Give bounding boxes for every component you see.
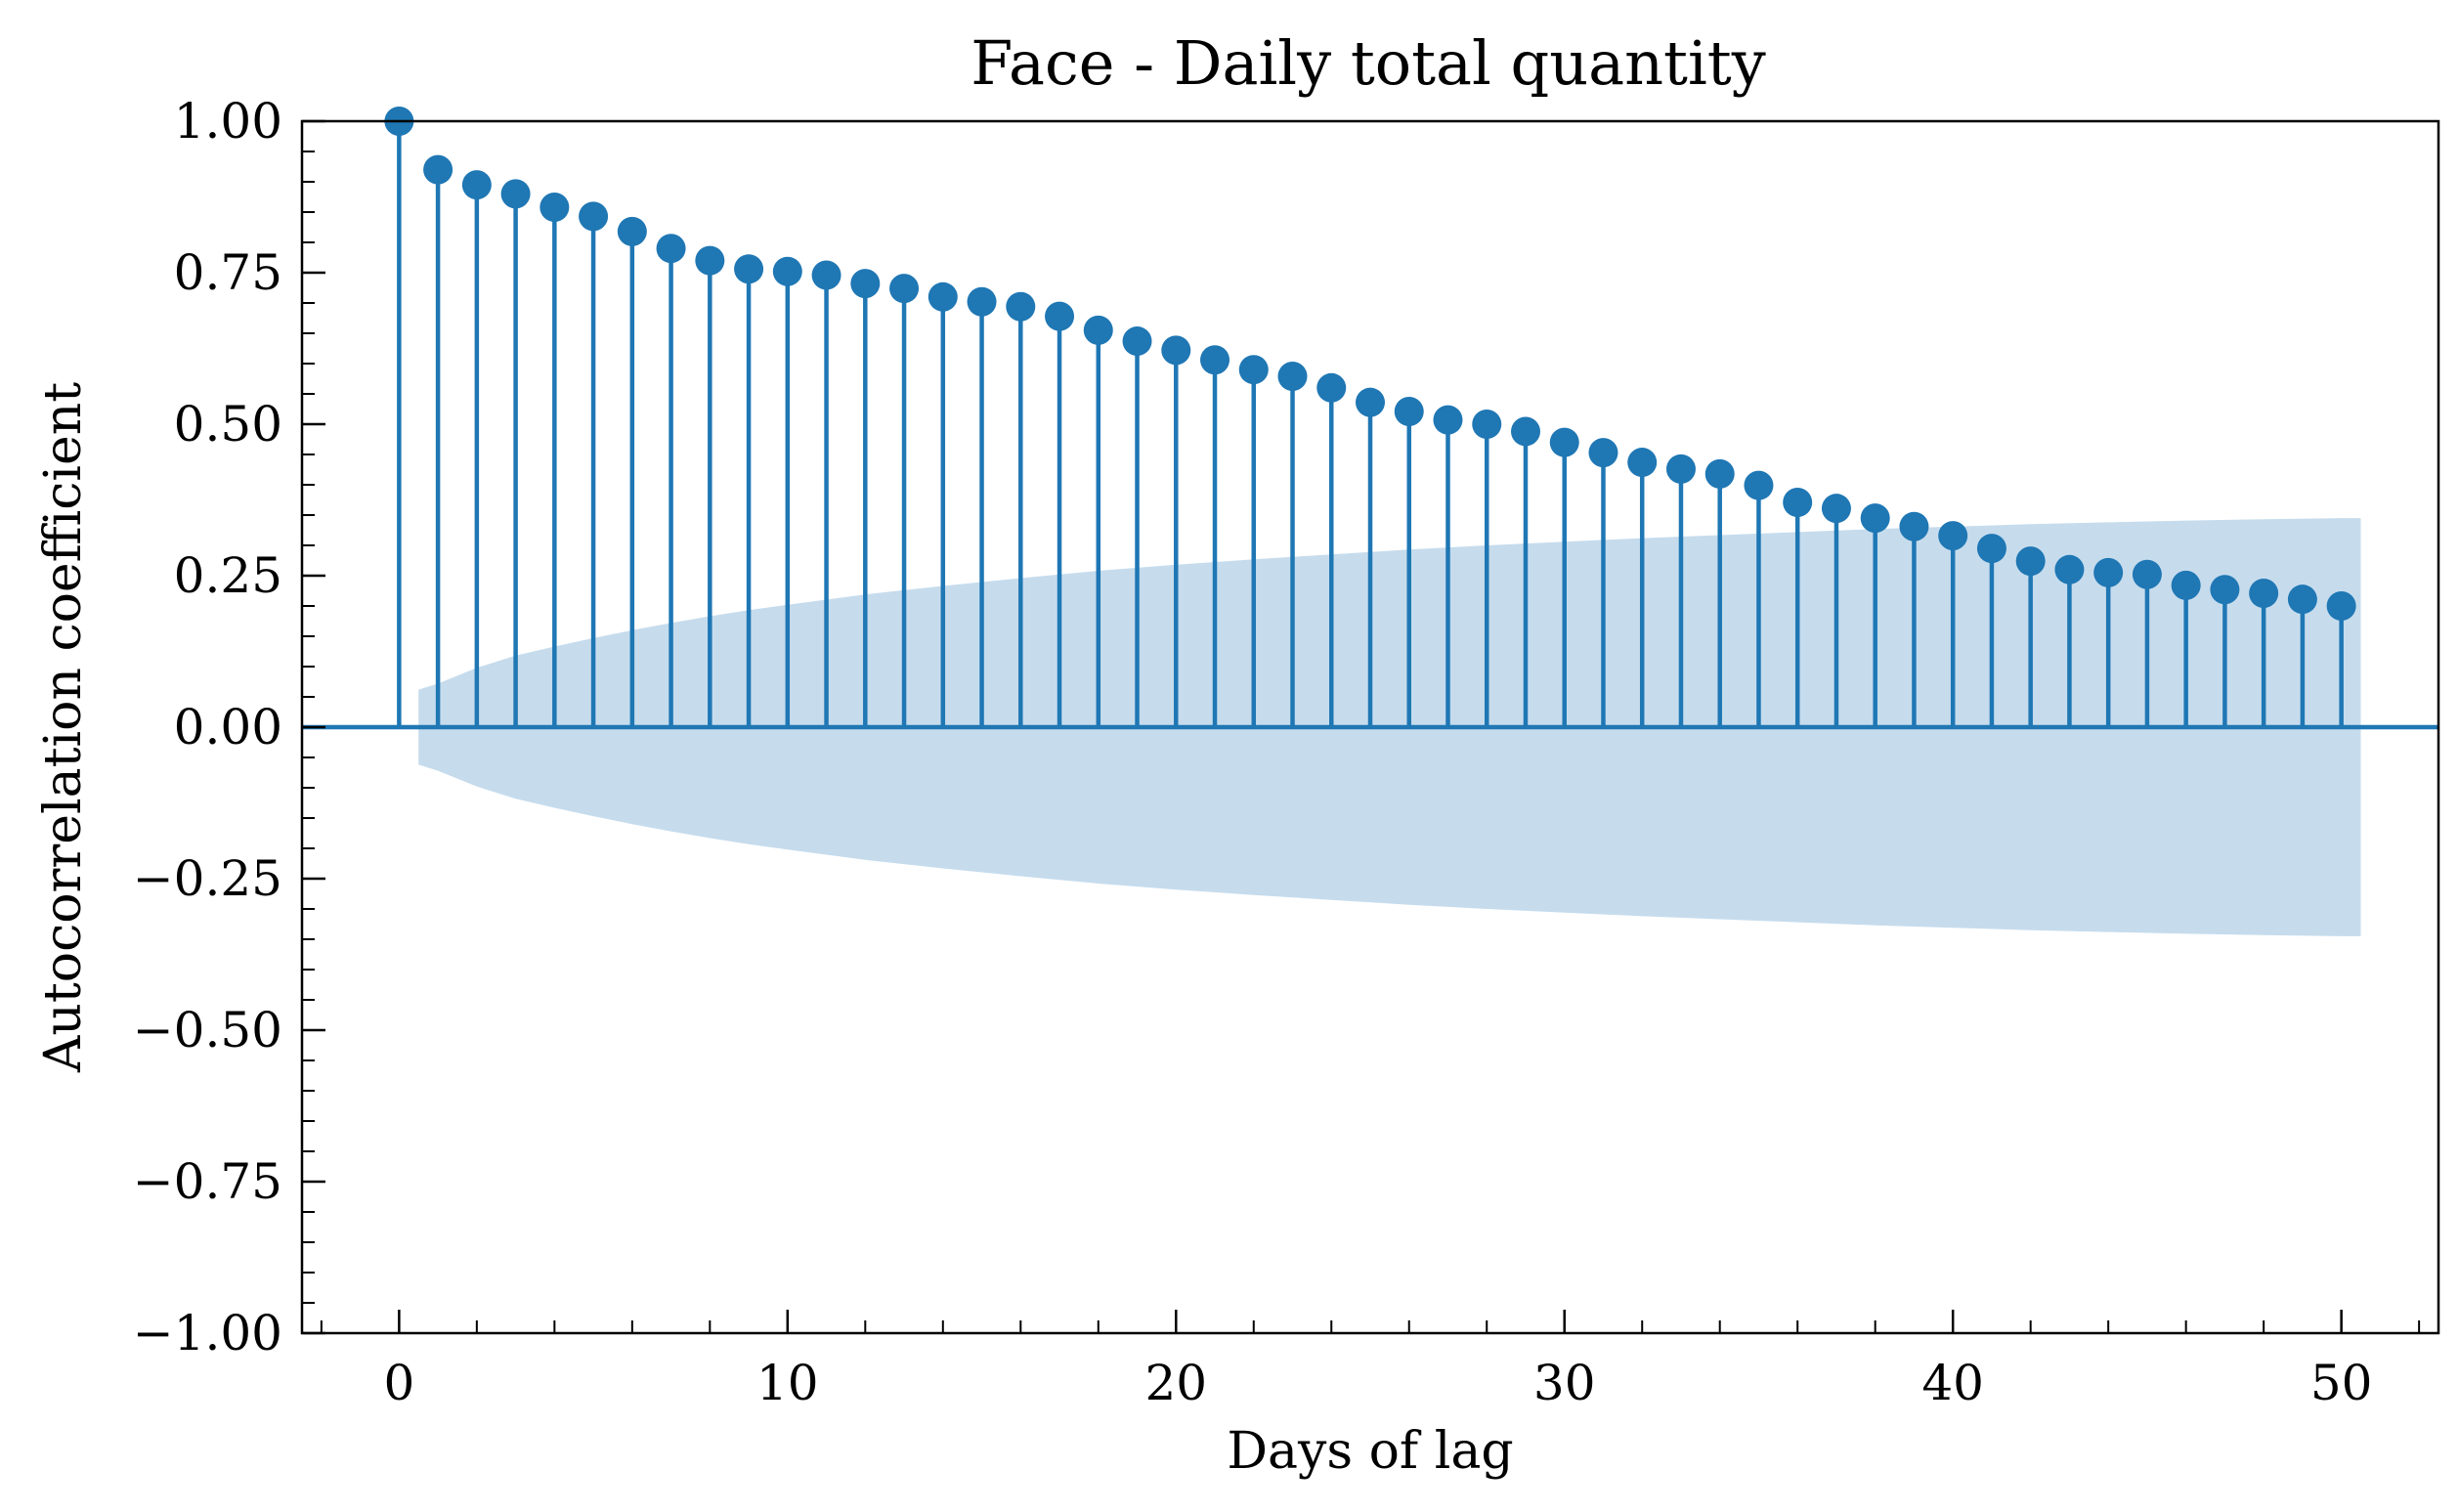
stem-marker-lag-38: [1860, 503, 1890, 534]
stem-marker-lag-27: [1433, 405, 1463, 435]
y-tick-label--0.5: −0.50: [133, 1002, 282, 1058]
stem-marker-lag-35: [1744, 470, 1774, 500]
stem-marker-lag-36: [1783, 487, 1813, 517]
stem-marker-lag-47: [2210, 575, 2240, 605]
y-tick-label-0: 0.00: [174, 699, 282, 756]
stem-marker-lag-23: [1277, 362, 1308, 392]
stem-marker-lag-22: [1238, 355, 1269, 385]
stem-marker-lag-31: [1588, 438, 1618, 468]
stem-marker-lag-11: [811, 260, 841, 290]
x-tick-label-10: 10: [756, 1355, 819, 1411]
stem-marker-lag-7: [656, 234, 686, 264]
stem-marker-lag-26: [1394, 396, 1424, 426]
stem-marker-lag-4: [539, 193, 570, 223]
stem-marker-lag-1: [423, 154, 453, 185]
stem-marker-lag-28: [1472, 410, 1502, 439]
y-tick-label-1: 1.00: [174, 93, 282, 150]
stem-marker-lag-12: [850, 269, 881, 299]
stem-marker-lag-13: [889, 274, 920, 304]
stem-marker-lag-34: [1704, 458, 1735, 489]
stem-marker-lag-49: [2287, 584, 2317, 615]
plot-area: [302, 107, 2438, 936]
stem-marker-lag-43: [2054, 554, 2085, 584]
stem-marker-lag-45: [2132, 559, 2162, 589]
stem-marker-lag-10: [772, 256, 802, 286]
stem-marker-lag-21: [1200, 345, 1230, 375]
stem-marker-lag-48: [2249, 578, 2279, 608]
stem-marker-lag-19: [1122, 326, 1152, 357]
stem-marker-lag-29: [1510, 416, 1540, 447]
stem-marker-lag-40: [1938, 521, 1968, 551]
axis-ticks: 0 10 20 30 40 50 1.00 0.75 0.50 0.25 0.00 −0.25 −0.5…: [133, 93, 2421, 1411]
x-tick-label-0: 0: [383, 1355, 414, 1411]
y-tick-label--0.75: −0.75: [133, 1153, 282, 1210]
stem-marker-lag-33: [1665, 454, 1696, 484]
stem-marker-lag-25: [1356, 387, 1385, 417]
stem-marker-lag-17: [1045, 301, 1075, 331]
stem-marker-lag-15: [967, 286, 997, 317]
y-tick-label-0.75: 0.75: [174, 244, 282, 301]
stem-marker-lag-24: [1316, 372, 1347, 403]
stem-marker-lag-46: [2171, 570, 2201, 600]
stem-marker-lag-3: [500, 179, 531, 209]
y-tick-label-0.25: 0.25: [174, 547, 282, 604]
stem-marker-lag-37: [1821, 494, 1851, 524]
stem-marker-lag-30: [1549, 427, 1579, 457]
chart-title: Face - Daily total quantity: [971, 27, 1765, 99]
stem-marker-lag-6: [617, 216, 647, 246]
stem-marker-lag-50: [2326, 591, 2356, 621]
y-tick-label-0.5: 0.50: [174, 396, 282, 453]
stem-marker-lag-18: [1083, 315, 1113, 345]
stem-marker-lag-41: [1976, 534, 2006, 564]
x-axis-label: Days of lag: [1227, 1422, 1513, 1481]
y-tick-label--1: −1.00: [133, 1305, 282, 1361]
stem-marker-lag-39: [1899, 511, 1929, 541]
x-tick-label-30: 30: [1533, 1355, 1596, 1411]
x-tick-label-40: 40: [1921, 1355, 1984, 1411]
stem-marker-lag-44: [2093, 557, 2124, 587]
x-tick-label-50: 50: [2310, 1355, 2373, 1411]
stem-marker-lag-8: [695, 245, 725, 276]
y-tick-label--0.25: −0.25: [133, 850, 282, 907]
stem-marker-lag-32: [1627, 448, 1658, 478]
stem-marker-lag-14: [928, 281, 958, 312]
x-tick-label-20: 20: [1144, 1355, 1207, 1411]
stem-marker-lag-42: [2015, 546, 2046, 577]
stem-marker-lag-16: [1006, 291, 1036, 322]
stem-marker-lag-5: [579, 201, 609, 232]
stem-marker-lag-2: [461, 170, 492, 200]
stem-marker-lag-9: [734, 254, 764, 284]
stem-marker-lag-20: [1161, 335, 1191, 366]
y-axis-label: Autocorrelation coefficient: [34, 382, 93, 1073]
